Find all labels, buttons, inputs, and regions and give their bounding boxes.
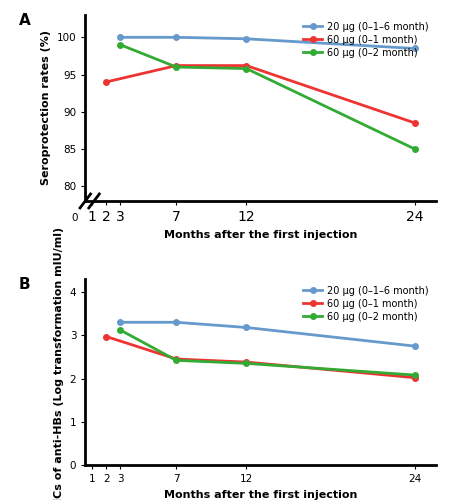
60 μg (0–1 month) (244, 359, 249, 365)
60 μg (0–2 month) (174, 64, 179, 70)
60 μg (0–2 month) (244, 360, 249, 366)
Legend: 20 μg (0–1–6 month), 60 μg (0–1 month), 60 μg (0–2 month): 20 μg (0–1–6 month), 60 μg (0–1 month), … (301, 284, 431, 324)
20 μg (0–1–6 month) (244, 324, 249, 330)
60 μg (0–2 month) (118, 42, 123, 48)
Y-axis label: Seroprotection rates (%): Seroprotection rates (%) (41, 30, 51, 186)
20 μg (0–1–6 month) (412, 343, 417, 349)
Text: B: B (19, 277, 31, 292)
Line: 60 μg (0–1 month): 60 μg (0–1 month) (104, 63, 417, 126)
20 μg (0–1–6 month) (174, 320, 179, 326)
20 μg (0–1–6 month) (174, 34, 179, 40)
20 μg (0–1–6 month) (412, 46, 417, 52)
X-axis label: Months after the first injection: Months after the first injection (164, 230, 357, 239)
Text: 0: 0 (72, 213, 78, 223)
60 μg (0–1 month) (104, 334, 109, 340)
60 μg (0–2 month) (412, 146, 417, 152)
Line: 60 μg (0–2 month): 60 μg (0–2 month) (118, 42, 417, 152)
Line: 20 μg (0–1–6 month): 20 μg (0–1–6 month) (118, 34, 417, 51)
60 μg (0–2 month) (118, 327, 123, 333)
Legend: 20 μg (0–1–6 month), 60 μg (0–1 month), 60 μg (0–2 month): 20 μg (0–1–6 month), 60 μg (0–1 month), … (301, 20, 431, 59)
60 μg (0–2 month) (174, 358, 179, 364)
Line: 60 μg (0–2 month): 60 μg (0–2 month) (118, 328, 417, 378)
60 μg (0–1 month) (412, 374, 417, 380)
20 μg (0–1–6 month) (118, 320, 123, 326)
Y-axis label: GMCs of anti-HBs (Log transformation mIU/ml): GMCs of anti-HBs (Log transformation mIU… (54, 226, 64, 500)
20 μg (0–1–6 month) (244, 36, 249, 42)
60 μg (0–1 month) (244, 62, 249, 68)
60 μg (0–2 month) (244, 66, 249, 71)
60 μg (0–1 month) (104, 79, 109, 85)
Text: A: A (19, 13, 31, 28)
X-axis label: Months after the first injection: Months after the first injection (164, 490, 357, 500)
20 μg (0–1–6 month) (118, 34, 123, 40)
60 μg (0–1 month) (412, 120, 417, 126)
60 μg (0–1 month) (174, 62, 179, 68)
Line: 60 μg (0–1 month): 60 μg (0–1 month) (104, 334, 417, 380)
60 μg (0–1 month) (174, 356, 179, 362)
60 μg (0–2 month) (412, 372, 417, 378)
Line: 20 μg (0–1–6 month): 20 μg (0–1–6 month) (118, 320, 417, 349)
